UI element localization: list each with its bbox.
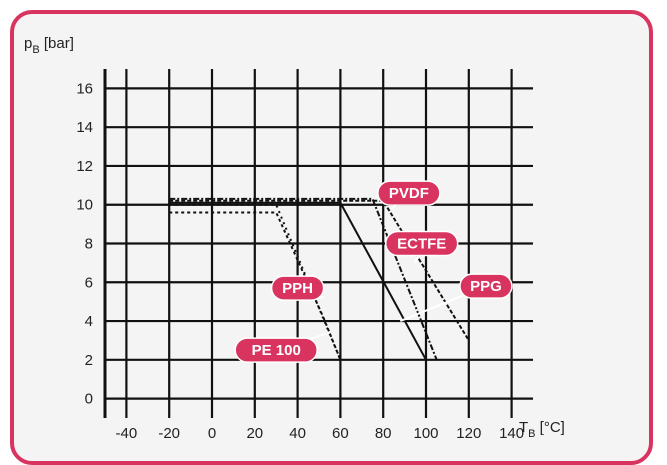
x-axis-title: TB [°C] (519, 419, 565, 440)
series-label-text: PPH (282, 280, 313, 297)
y-tick-label: 12 (76, 158, 93, 175)
chart-tick-labels: -40 -20 0 20 40 60 80 100 120 140 0 2 4 6 8 10 12 14 16 (76, 80, 524, 442)
y-axis-title-sub: B (32, 44, 39, 56)
x-tick-label: -40 (116, 425, 138, 442)
x-tick-label: 20 (246, 425, 263, 442)
series-line-ectfe (169, 199, 470, 341)
x-tick-label: 80 (375, 425, 392, 442)
y-axis-title: pB [bar] (24, 35, 74, 56)
y-tick-label: 8 (85, 236, 93, 253)
y-tick-label: 14 (76, 119, 93, 136)
y-tick-label: 16 (76, 80, 93, 97)
series-line-pvdf (169, 201, 427, 361)
y-tick-label: 2 (85, 352, 93, 369)
x-tick-label: 60 (332, 425, 349, 442)
y-tick-label: 4 (85, 313, 93, 330)
y-tick-label: 0 (85, 391, 93, 408)
series-label-text: PVDF (389, 185, 429, 202)
x-axis-title-unit: [°C] (536, 419, 565, 436)
series-label-badge (377, 180, 441, 206)
series-label-text: ECTFE (397, 236, 446, 253)
series-line-pe-100 (169, 211, 342, 361)
y-axis-title-unit: [bar] (40, 35, 74, 52)
series-label-text: PPG (470, 278, 502, 295)
x-tick-label: 140 (499, 425, 524, 442)
x-tick-label: 40 (289, 425, 306, 442)
x-tick-label: 100 (413, 425, 438, 442)
series-label-badge (270, 275, 325, 301)
series-label-badge (234, 337, 318, 363)
chart-plot: -40 -20 0 20 40 60 80 100 120 140 0 2 4 6 8 10 12 14 16 PV… (24, 35, 565, 442)
chart-frame (10, 10, 653, 465)
chart-series-labels: PVDF ECTFE PPG PPH PE 100 (234, 180, 513, 363)
x-tick-label: -20 (158, 425, 180, 442)
x-tick-label: 0 (208, 425, 216, 442)
y-tick-label: 6 (85, 274, 93, 291)
x-tick-label: 120 (456, 425, 481, 442)
chart-grid (103, 69, 533, 418)
series-label-badge (384, 230, 459, 257)
y-axis-title-main: p (24, 35, 32, 52)
x-axis-title-main: T (519, 419, 528, 436)
series-label-badge (459, 273, 513, 299)
series-label-text: PE 100 (252, 342, 301, 359)
y-tick-label: 10 (76, 197, 93, 214)
x-axis-title-sub: B (528, 428, 535, 440)
